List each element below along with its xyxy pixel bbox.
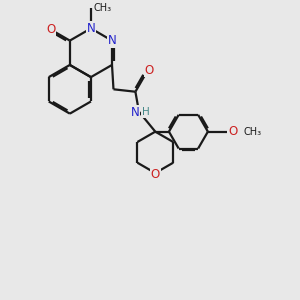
Text: N: N [131, 106, 140, 119]
Text: N: N [86, 22, 95, 35]
Text: O: O [228, 125, 237, 138]
Text: O: O [46, 23, 56, 36]
Text: O: O [144, 64, 153, 77]
Text: H: H [142, 107, 149, 117]
Text: N: N [108, 34, 116, 47]
Text: CH₃: CH₃ [243, 127, 261, 137]
Text: CH₃: CH₃ [93, 3, 111, 13]
Text: O: O [151, 168, 160, 181]
